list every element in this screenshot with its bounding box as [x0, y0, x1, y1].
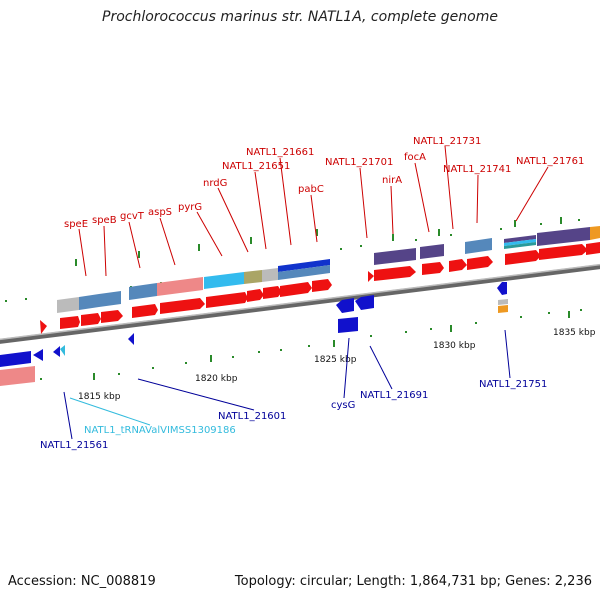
label-NATL1_21741: NATL1_21741	[443, 164, 511, 175]
label-speB: speB	[92, 215, 117, 226]
guide-dots	[5, 217, 582, 382]
label-focA: focA	[404, 152, 426, 163]
forward-gene-labels: speE speB gcvT aspS pyrG nrdG NATL1_2165…	[64, 136, 584, 277]
label-NATL1_21661: NATL1_21661	[246, 147, 314, 158]
label-pabC: pabC	[298, 184, 324, 195]
label-NATL1_21651: NATL1_21651	[222, 161, 290, 172]
forward-genes	[40, 242, 600, 334]
label-NATL1_21561: NATL1_21561	[40, 440, 108, 451]
genome-backbone	[0, 263, 600, 344]
label-NATL1_tRNAVal: NATL1_tRNAValVIMSS1309186	[84, 425, 236, 436]
label-nirA: nirA	[382, 175, 402, 186]
kbp-ticks: 1815 kbp 1820 kbp 1825 kbp 1830 kbp 1835…	[78, 328, 596, 402]
tick-1830: 1830 kbp	[433, 341, 476, 351]
genome-title: Prochlorococcus marinus str. NATL1A, com…	[102, 9, 498, 25]
label-NATL1_21751: NATL1_21751	[479, 379, 547, 390]
reverse-gene-labels: NATL1_21561 NATL1_tRNAValVIMSS1309186 NA…	[40, 329, 547, 451]
tick-1820: 1820 kbp	[195, 374, 238, 384]
label-gcvT: gcvT	[120, 211, 145, 222]
accession-text: Accession: NC_008819	[8, 574, 156, 589]
label-NATL1_21761: NATL1_21761	[516, 156, 584, 167]
label-NATL1_21601: NATL1_21601	[218, 411, 286, 422]
genome-summary-text: Topology: circular; Length: 1,864,731 bp…	[234, 574, 592, 589]
reverse-genes	[0, 282, 508, 386]
label-aspS: aspS	[148, 207, 172, 218]
label-pyrG: pyrG	[178, 202, 202, 213]
label-NATL1_21701: NATL1_21701	[325, 157, 393, 168]
label-NATL1_21731: NATL1_21731	[413, 136, 481, 147]
label-nrdG: nrdG	[203, 178, 227, 189]
label-speE: speE	[64, 219, 88, 230]
tick-1825: 1825 kbp	[314, 355, 357, 365]
tick-1835: 1835 kbp	[553, 328, 596, 338]
label-NATL1_21691: NATL1_21691	[360, 390, 428, 401]
label-cysG: cysG	[331, 400, 355, 411]
tick-1815: 1815 kbp	[78, 392, 121, 402]
feature-bars	[57, 226, 600, 313]
